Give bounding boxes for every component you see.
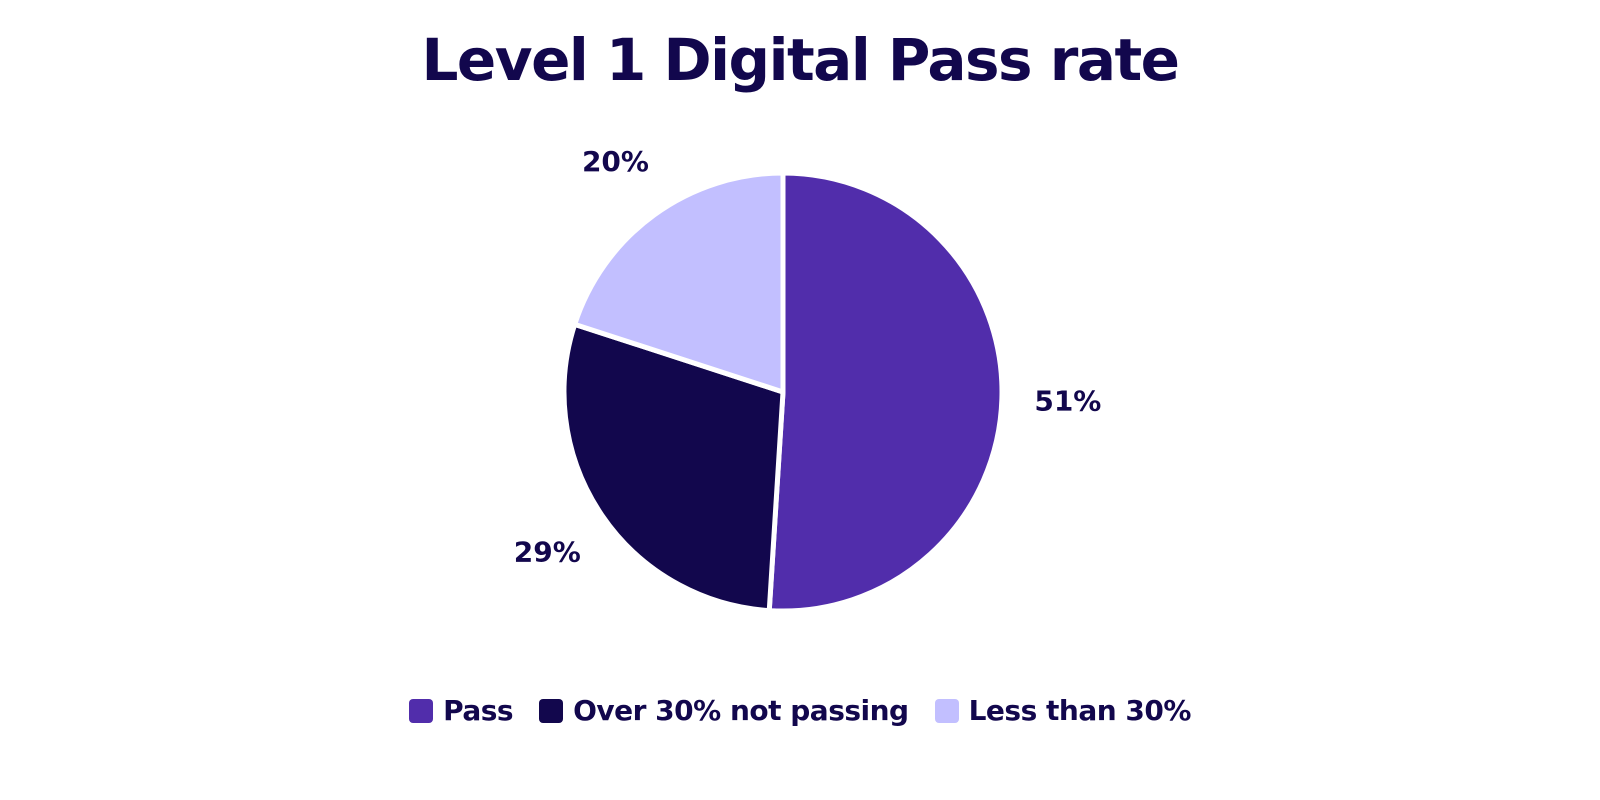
legend-label-less-than-30: Less than 30% bbox=[968, 694, 1192, 727]
legend: Pass Over 30% not passing Less than 30% bbox=[0, 694, 1600, 727]
data-label-less-than-30: 20% bbox=[582, 145, 649, 178]
data-label-over-30-not-passing: 29% bbox=[514, 536, 581, 569]
chart-title: Level 1 Digital Pass rate bbox=[421, 26, 1180, 94]
pie-slice-over-30-not-passing bbox=[561, 321, 786, 614]
legend-swatch-over-30-not-passing bbox=[539, 698, 564, 723]
legend-swatch-less-than-30 bbox=[934, 698, 959, 723]
legend-item-less-than-30: Less than 30% bbox=[934, 694, 1192, 727]
legend-swatch-pass bbox=[409, 698, 434, 723]
pie-slice-pass bbox=[766, 170, 1005, 614]
legend-label-pass: Pass bbox=[443, 694, 514, 727]
legend-item-pass: Pass bbox=[409, 694, 514, 727]
data-label-pass: 51% bbox=[1034, 384, 1101, 417]
legend-item-over-30-not-passing: Over 30% not passing bbox=[539, 694, 909, 727]
pie-slice-less-than-30 bbox=[572, 170, 786, 395]
legend-label-over-30-not-passing: Over 30% not passing bbox=[573, 694, 909, 727]
